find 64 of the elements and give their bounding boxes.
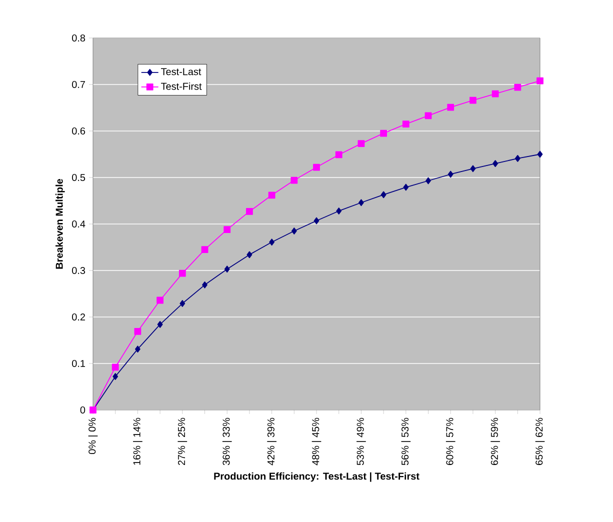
point <box>447 104 454 111</box>
x-tick-label: 56% | 53% <box>401 418 411 466</box>
point <box>536 77 544 84</box>
x-tick-label: 36% | 33% <box>222 418 232 466</box>
x-tick-label: 48% | 45% <box>312 418 322 466</box>
point <box>135 346 140 353</box>
point <box>448 170 454 178</box>
point <box>336 208 342 214</box>
point <box>514 154 520 162</box>
x-tick-label: 65% | 62% <box>535 418 545 466</box>
point <box>180 300 186 307</box>
y-tick-label: 0.1 <box>72 360 85 368</box>
point <box>201 246 208 254</box>
point <box>291 228 297 234</box>
legend-label: Test-Last <box>161 68 202 76</box>
point <box>470 96 476 104</box>
y-tick-label: 0.2 <box>72 313 85 321</box>
point <box>492 160 498 167</box>
point <box>202 281 208 288</box>
point <box>313 164 320 171</box>
point <box>424 112 432 120</box>
legend-label: Test-First <box>161 82 202 90</box>
point <box>134 328 142 335</box>
point <box>269 238 274 246</box>
point <box>314 217 320 224</box>
y-tick-label: 0.6 <box>72 127 86 135</box>
x-tick-label: 60% | 57% <box>446 418 456 466</box>
x-tick-label: 27% | 25% <box>178 418 188 466</box>
point <box>358 199 364 206</box>
point <box>246 251 252 258</box>
point <box>537 150 543 158</box>
point <box>112 373 118 380</box>
x-tick-label: 16% | 14% <box>133 418 142 465</box>
point <box>156 296 164 304</box>
point <box>380 130 388 137</box>
point <box>178 270 186 277</box>
point <box>246 208 253 215</box>
x-tick-label: 62% | 59% <box>490 418 500 466</box>
point <box>380 191 386 198</box>
point <box>470 165 476 172</box>
point <box>335 151 342 158</box>
point <box>224 226 231 234</box>
y-tick-label: 0 <box>80 406 86 414</box>
point <box>426 177 431 184</box>
y-tick-label: 0.4 <box>72 220 86 228</box>
x-axis-title: Production Efficiency: Test-Last | Test-First <box>214 472 420 482</box>
y-tick-label: 0.3 <box>72 266 86 274</box>
y-tick-label: 0.8 <box>72 34 86 42</box>
point <box>224 266 230 273</box>
x-tick-label: 53% | 49% <box>356 418 366 466</box>
x-tick-label: 0% | 0% <box>88 418 98 454</box>
point <box>514 84 522 91</box>
x-tick-label: 42% | 39% <box>267 418 276 466</box>
point <box>402 120 410 128</box>
point <box>492 90 499 98</box>
point <box>268 192 276 199</box>
point <box>358 140 365 148</box>
point <box>403 184 409 191</box>
y-tick-label: 0.7 <box>72 80 85 88</box>
point <box>290 176 298 184</box>
y-axis-title: Breakeven Multiple <box>56 178 65 269</box>
point <box>157 320 163 328</box>
point <box>112 364 119 371</box>
y-tick-label: 0.5 <box>72 174 86 182</box>
